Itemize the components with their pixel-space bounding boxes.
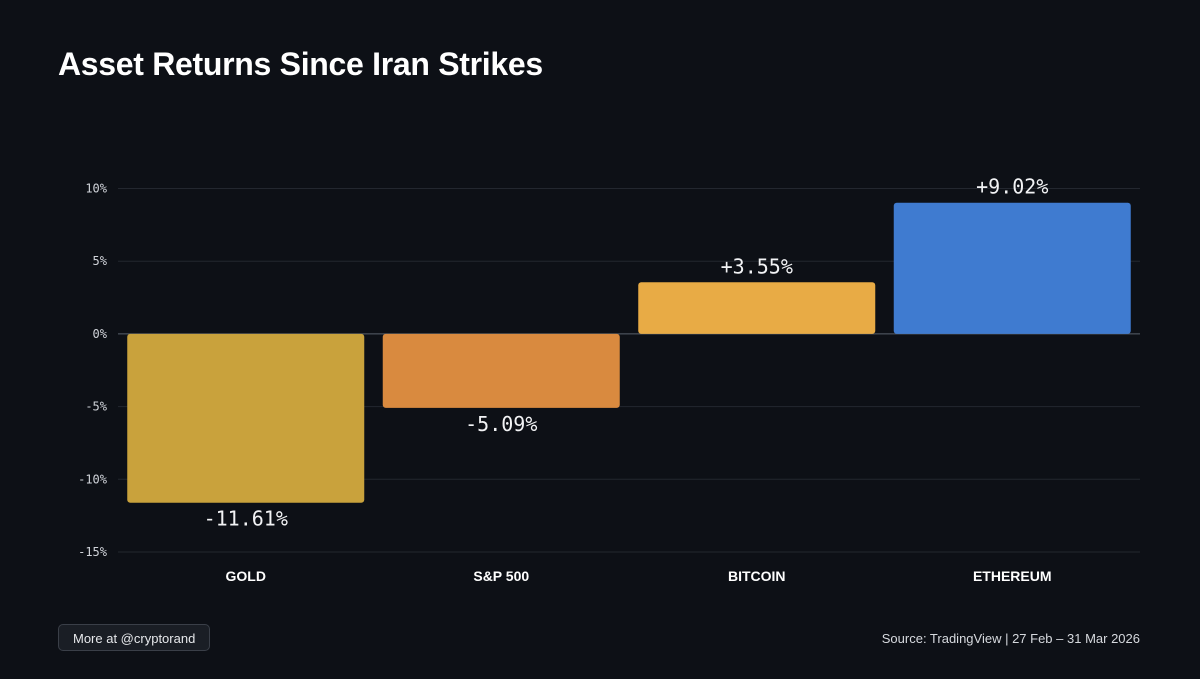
y-tick-label: 5% — [93, 254, 108, 268]
x-tick-label: S&P 500 — [473, 568, 529, 584]
bar — [382, 333, 620, 408]
x-tick-label: BITCOIN — [728, 568, 786, 584]
y-tick-label: 0% — [93, 327, 108, 341]
y-tick-label: -15% — [78, 545, 108, 559]
bar — [638, 282, 876, 334]
more-at-cryptorand-button[interactable]: More at @cryptorand — [58, 624, 211, 651]
bar — [127, 333, 365, 503]
y-tick-label: 10% — [85, 182, 107, 196]
chart-title: Asset Returns Since Iran Strikes — [58, 46, 543, 82]
data-label: -11.61% — [204, 507, 288, 531]
x-tick-label: GOLD — [226, 568, 266, 584]
data-label: +9.02% — [976, 175, 1048, 199]
source-text: Source: TradingView | 27 Feb – 31 Mar 20… — [881, 631, 1140, 646]
data-label: +3.55% — [721, 254, 793, 278]
data-label: -5.09% — [465, 412, 537, 436]
y-tick-label: -5% — [85, 400, 107, 414]
bar — [893, 202, 1131, 334]
y-tick-label: -10% — [78, 472, 108, 486]
x-tick-label: ETHEREUM — [973, 568, 1052, 584]
